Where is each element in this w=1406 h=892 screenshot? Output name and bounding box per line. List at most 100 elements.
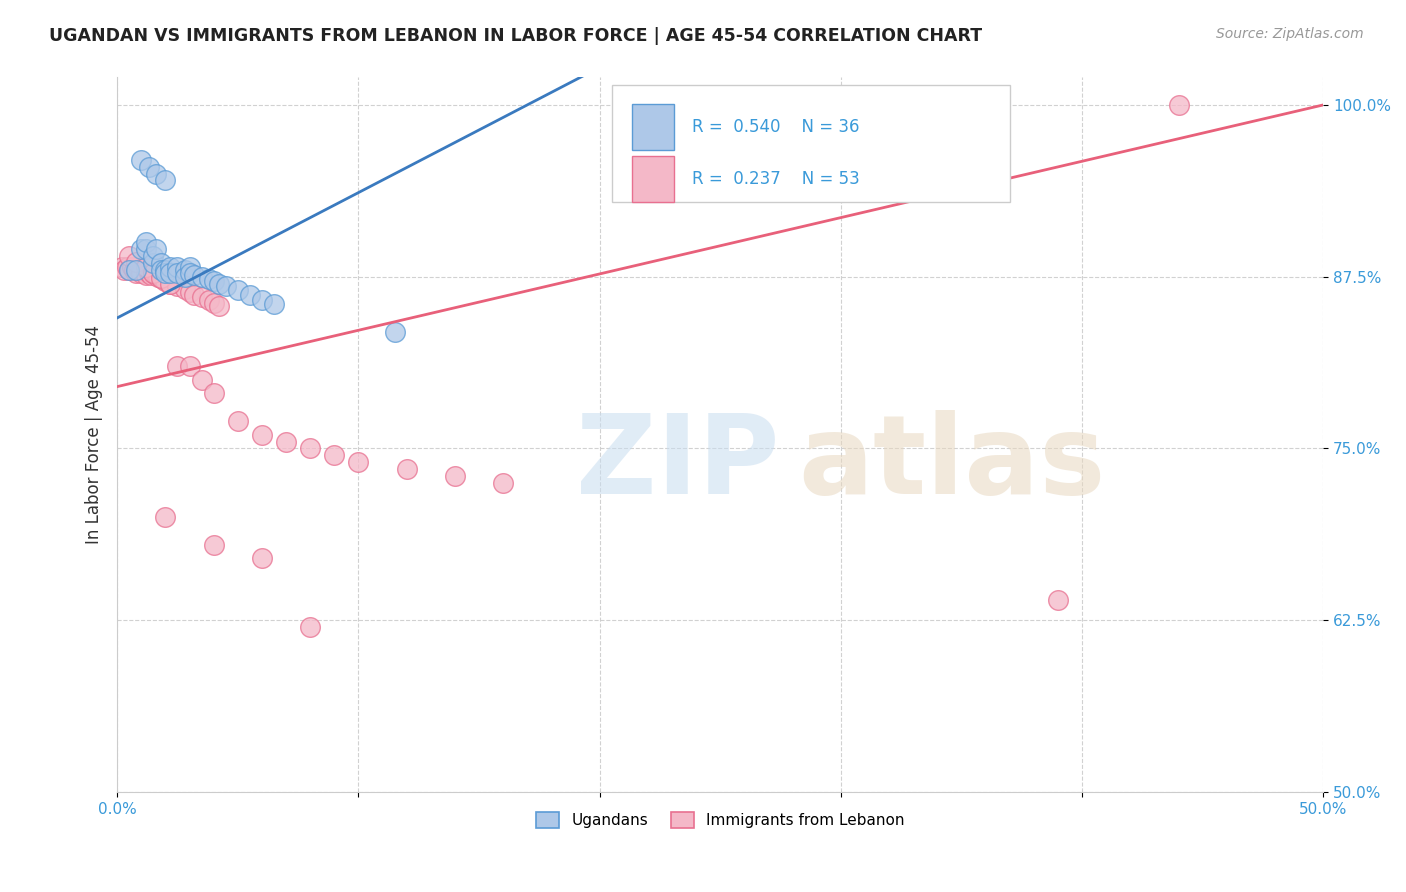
Text: atlas: atlas bbox=[799, 409, 1107, 516]
Text: ZIP: ZIP bbox=[575, 409, 779, 516]
Point bbox=[198, 272, 221, 286]
Point bbox=[131, 262, 153, 277]
Point bbox=[155, 266, 177, 280]
FancyBboxPatch shape bbox=[612, 85, 1010, 202]
Point bbox=[179, 266, 201, 280]
Point bbox=[250, 293, 273, 307]
Point bbox=[118, 249, 141, 263]
Point bbox=[159, 266, 181, 280]
Point bbox=[111, 260, 134, 274]
Point bbox=[131, 266, 153, 280]
Point bbox=[250, 551, 273, 566]
Point bbox=[202, 538, 225, 552]
Point bbox=[179, 285, 201, 299]
Point bbox=[125, 266, 148, 280]
Point bbox=[250, 427, 273, 442]
Point bbox=[135, 235, 157, 250]
Point bbox=[149, 256, 172, 270]
Point bbox=[226, 284, 249, 298]
Point bbox=[226, 414, 249, 428]
Point bbox=[135, 260, 157, 274]
Point bbox=[135, 242, 157, 256]
Point bbox=[145, 242, 167, 256]
Point bbox=[207, 299, 229, 313]
Point bbox=[758, 139, 780, 153]
Point bbox=[155, 173, 177, 187]
Point bbox=[166, 359, 188, 373]
Point bbox=[492, 475, 515, 490]
Text: Source: ZipAtlas.com: Source: ZipAtlas.com bbox=[1216, 27, 1364, 41]
FancyBboxPatch shape bbox=[633, 103, 675, 150]
Point bbox=[166, 279, 188, 293]
Point bbox=[112, 262, 135, 277]
Point bbox=[152, 272, 174, 286]
Point bbox=[173, 269, 195, 284]
Point bbox=[142, 256, 165, 270]
Point bbox=[122, 262, 145, 277]
Point bbox=[166, 266, 188, 280]
Legend: Ugandans, Immigrants from Lebanon: Ugandans, Immigrants from Lebanon bbox=[530, 806, 911, 834]
Point bbox=[149, 271, 172, 285]
Point bbox=[444, 469, 467, 483]
Point bbox=[145, 268, 167, 283]
Point bbox=[118, 262, 141, 277]
Point bbox=[142, 249, 165, 263]
Point bbox=[198, 293, 221, 307]
Point bbox=[173, 262, 195, 277]
Point bbox=[1046, 592, 1069, 607]
Point bbox=[263, 297, 285, 311]
Point bbox=[299, 442, 322, 456]
Point bbox=[138, 266, 160, 280]
Point bbox=[166, 260, 188, 274]
Point bbox=[159, 277, 181, 291]
Point bbox=[115, 260, 138, 274]
Point bbox=[131, 242, 153, 256]
Point bbox=[179, 359, 201, 373]
Point bbox=[299, 620, 322, 634]
Point bbox=[131, 153, 153, 167]
Point bbox=[155, 274, 177, 288]
Point bbox=[190, 290, 212, 304]
Point bbox=[125, 254, 148, 268]
Point bbox=[149, 262, 172, 277]
FancyBboxPatch shape bbox=[633, 156, 675, 202]
Point bbox=[118, 262, 141, 277]
Point bbox=[173, 282, 195, 296]
Point bbox=[207, 277, 229, 291]
Point bbox=[183, 287, 205, 301]
Point bbox=[135, 268, 157, 283]
Point bbox=[239, 287, 262, 301]
Point bbox=[183, 268, 205, 283]
Point bbox=[155, 262, 177, 277]
Y-axis label: In Labor Force | Age 45-54: In Labor Force | Age 45-54 bbox=[86, 326, 103, 544]
Point bbox=[121, 260, 143, 274]
Point bbox=[145, 167, 167, 181]
Point bbox=[202, 295, 225, 310]
Text: R =  0.237    N = 53: R = 0.237 N = 53 bbox=[693, 170, 860, 188]
Point bbox=[395, 462, 418, 476]
Point bbox=[142, 266, 165, 280]
Point bbox=[202, 274, 225, 288]
Point bbox=[202, 386, 225, 401]
Text: UGANDAN VS IMMIGRANTS FROM LEBANON IN LABOR FORCE | AGE 45-54 CORRELATION CHART: UGANDAN VS IMMIGRANTS FROM LEBANON IN LA… bbox=[49, 27, 983, 45]
Point bbox=[1167, 98, 1189, 112]
Point bbox=[179, 260, 201, 274]
Point bbox=[148, 269, 170, 284]
Point bbox=[139, 268, 162, 283]
Point bbox=[159, 277, 181, 291]
Point bbox=[274, 434, 297, 449]
Point bbox=[155, 510, 177, 524]
Point bbox=[190, 269, 212, 284]
Point bbox=[125, 262, 148, 277]
Point bbox=[159, 260, 181, 274]
Point bbox=[215, 279, 238, 293]
Point bbox=[149, 271, 172, 285]
Point bbox=[138, 160, 160, 174]
Point bbox=[190, 373, 212, 387]
Point bbox=[142, 266, 165, 280]
Point bbox=[323, 448, 346, 462]
Point bbox=[347, 455, 370, 469]
Point bbox=[384, 325, 406, 339]
Text: R =  0.540    N = 36: R = 0.540 N = 36 bbox=[693, 118, 860, 136]
Point bbox=[128, 262, 150, 277]
